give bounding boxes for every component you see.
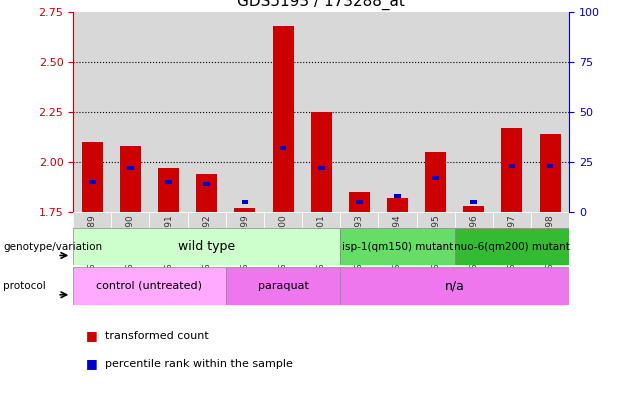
Bar: [531, 212, 569, 257]
Bar: [378, 12, 417, 212]
Bar: [158, 168, 179, 212]
Bar: [89, 180, 95, 184]
Bar: [501, 128, 523, 212]
Text: GSM1306001: GSM1306001: [317, 215, 326, 275]
Text: ■: ■: [86, 329, 97, 343]
Bar: [273, 26, 294, 212]
Bar: [340, 12, 378, 212]
Bar: [127, 166, 134, 170]
Text: GSM1305994: GSM1305994: [393, 215, 402, 275]
Bar: [318, 166, 324, 170]
Text: percentile rank within the sample: percentile rank within the sample: [105, 358, 293, 369]
Bar: [471, 200, 477, 204]
Bar: [493, 212, 531, 257]
Text: GSM1305992: GSM1305992: [202, 215, 211, 275]
Bar: [188, 212, 226, 257]
Bar: [302, 12, 340, 212]
Text: GSM1305997: GSM1305997: [508, 215, 516, 275]
Bar: [264, 12, 302, 212]
Bar: [378, 212, 417, 257]
Bar: [356, 200, 363, 204]
Text: GSM1305990: GSM1305990: [126, 215, 135, 275]
Text: transformed count: transformed count: [105, 331, 209, 341]
Bar: [149, 12, 188, 212]
Bar: [120, 146, 141, 212]
Text: GSM1306000: GSM1306000: [279, 215, 287, 275]
Bar: [349, 192, 370, 212]
Text: genotype/variation: genotype/variation: [3, 242, 102, 252]
Text: paraquat: paraquat: [258, 281, 308, 291]
Bar: [73, 267, 226, 305]
Bar: [165, 180, 172, 184]
Bar: [455, 212, 493, 257]
Text: wild type: wild type: [178, 240, 235, 253]
Bar: [455, 228, 569, 265]
Bar: [547, 164, 553, 168]
Bar: [432, 176, 439, 180]
Bar: [73, 228, 340, 265]
Bar: [455, 12, 493, 212]
Bar: [340, 267, 569, 305]
Bar: [509, 164, 515, 168]
Bar: [226, 267, 340, 305]
Text: GSM1305995: GSM1305995: [431, 215, 440, 275]
Bar: [540, 134, 561, 212]
Bar: [111, 12, 149, 212]
Bar: [73, 12, 111, 212]
Bar: [340, 212, 378, 257]
Text: GSM1305998: GSM1305998: [546, 215, 555, 275]
Bar: [235, 208, 256, 212]
Text: GSM1305991: GSM1305991: [164, 215, 173, 275]
Text: ■: ■: [86, 357, 97, 370]
Bar: [311, 112, 332, 212]
Bar: [493, 12, 531, 212]
Bar: [204, 182, 210, 186]
Text: isp-1(qm150) mutant: isp-1(qm150) mutant: [342, 242, 453, 252]
Bar: [73, 212, 111, 257]
Bar: [280, 146, 286, 150]
Text: GSM1305996: GSM1305996: [469, 215, 478, 275]
Bar: [340, 228, 455, 265]
Bar: [197, 174, 218, 212]
Bar: [417, 12, 455, 212]
Bar: [242, 200, 248, 204]
Text: GSM1305989: GSM1305989: [88, 215, 97, 275]
Bar: [81, 142, 103, 212]
Bar: [226, 12, 264, 212]
Text: GSM1305999: GSM1305999: [240, 215, 249, 275]
Bar: [264, 212, 302, 257]
Text: GSM1305993: GSM1305993: [355, 215, 364, 275]
Bar: [425, 152, 446, 212]
Bar: [188, 12, 226, 212]
Bar: [417, 212, 455, 257]
Bar: [302, 212, 340, 257]
Bar: [394, 195, 401, 198]
Bar: [463, 206, 485, 212]
Bar: [149, 212, 188, 257]
Bar: [387, 198, 408, 212]
Title: GDS5193 / 173288_at: GDS5193 / 173288_at: [237, 0, 405, 11]
Bar: [531, 12, 569, 212]
Bar: [111, 212, 149, 257]
Text: nuo-6(qm200) mutant: nuo-6(qm200) mutant: [454, 242, 570, 252]
Bar: [226, 212, 264, 257]
Text: protocol: protocol: [3, 281, 46, 291]
Text: n/a: n/a: [445, 279, 465, 292]
Text: control (untreated): control (untreated): [97, 281, 202, 291]
